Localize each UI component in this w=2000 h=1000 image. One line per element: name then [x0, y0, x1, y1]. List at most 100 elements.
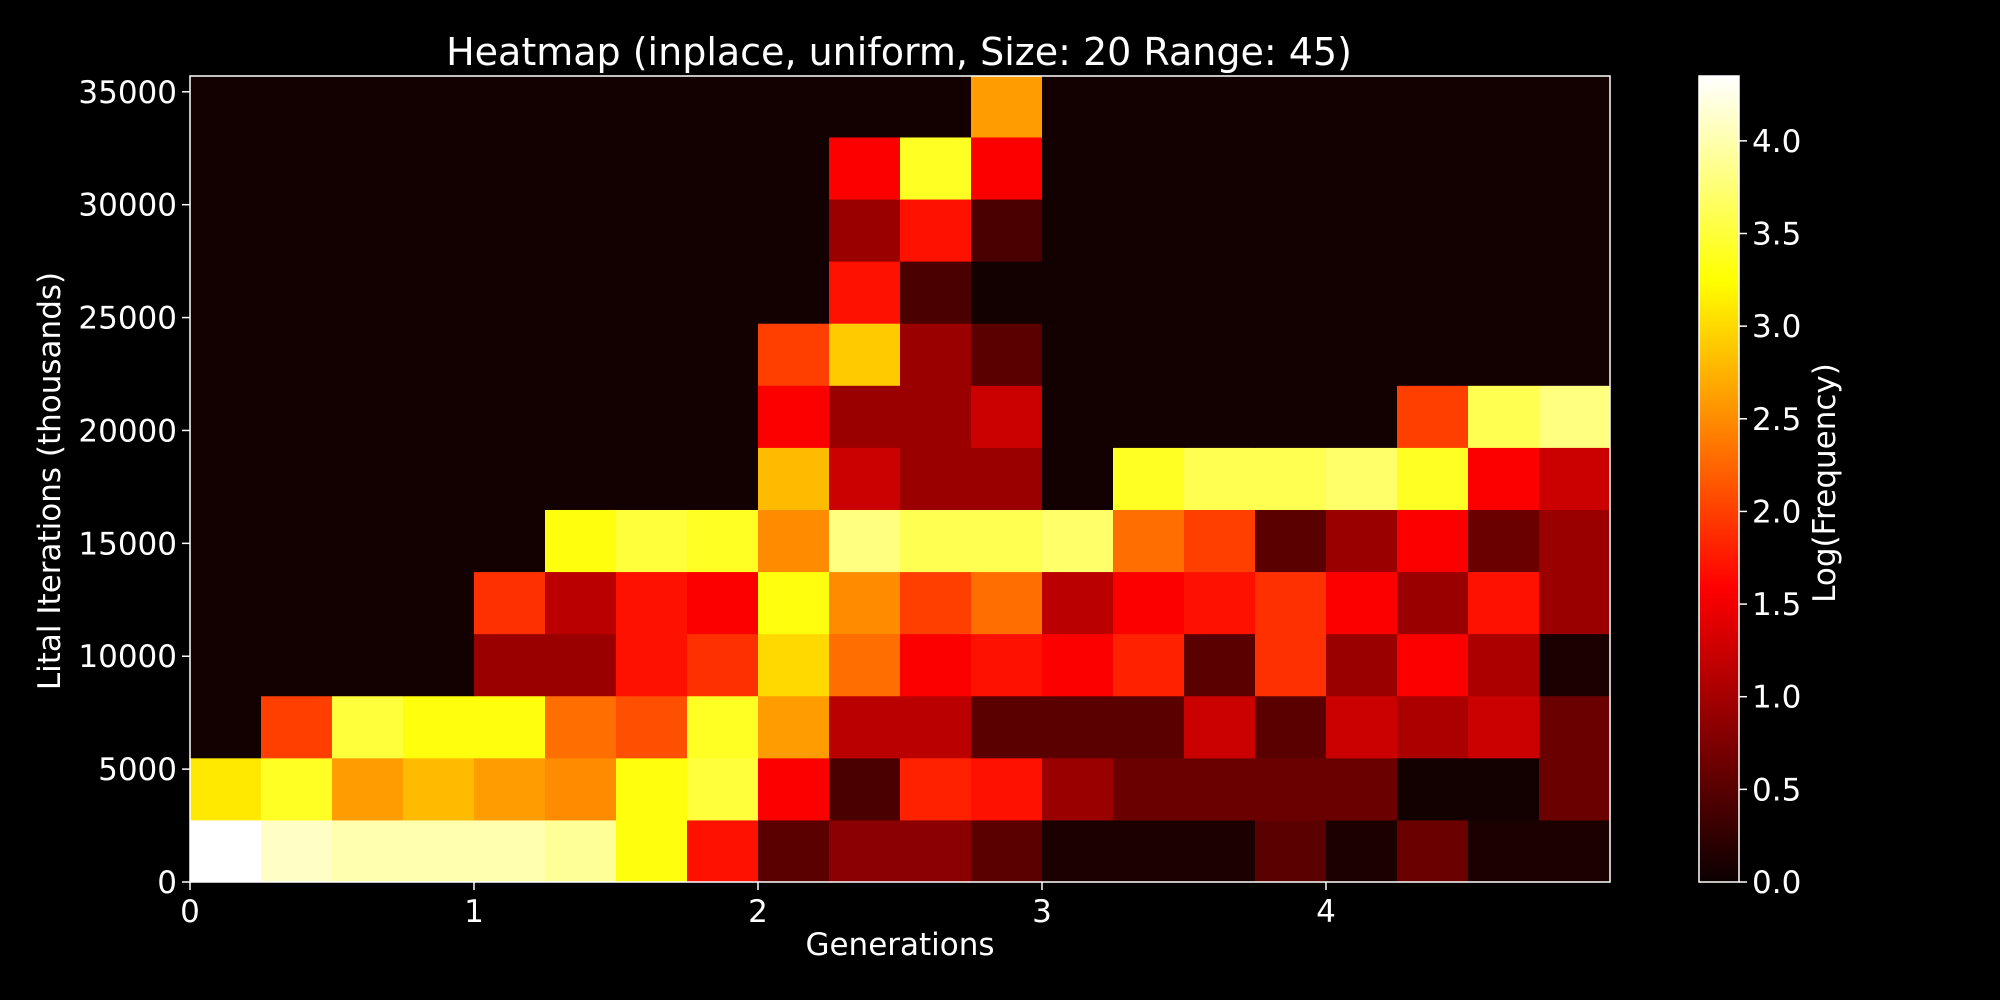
heatmap-cell — [332, 136, 404, 200]
heatmap-cell — [900, 509, 972, 573]
heatmap-cell — [900, 571, 972, 635]
heatmap-cell — [332, 757, 404, 821]
heatmap-cell — [1255, 819, 1327, 883]
heatmap-cell — [1468, 323, 1540, 386]
heatmap-cell — [332, 571, 404, 635]
heatmap-cell — [1255, 571, 1327, 635]
colorbar-tick-label: 3.0 — [1752, 309, 1801, 345]
heatmap-cell — [1255, 136, 1327, 200]
heatmap-cell — [261, 447, 333, 510]
heatmap-cell — [829, 323, 901, 386]
heatmap-cell — [474, 136, 546, 200]
heatmap-cell — [403, 571, 475, 635]
heatmap-cell — [829, 757, 901, 821]
heatmap-cell — [758, 633, 830, 697]
heatmap-cell — [971, 571, 1043, 635]
heatmap-cell — [1539, 199, 1611, 262]
heatmap-cell — [971, 447, 1043, 510]
colorbar-label: Log(Frequency) — [1807, 363, 1843, 603]
heatmap-cell — [1184, 199, 1256, 262]
heatmap-cell — [900, 385, 972, 448]
heatmap-cell — [829, 261, 901, 324]
heatmap-cell — [687, 695, 759, 759]
heatmap-cell — [616, 757, 688, 821]
heatmap-cell — [545, 819, 617, 883]
x-tick-label: 0 — [180, 894, 200, 930]
heatmap-cell — [190, 136, 262, 200]
heatmap-cell — [971, 199, 1043, 262]
heatmap-cell — [1326, 323, 1398, 386]
heatmap-cell — [1326, 136, 1398, 200]
heatmap-cell — [1326, 571, 1398, 635]
colorbar-tick-label: 0.5 — [1752, 772, 1801, 808]
heatmap-cell — [403, 447, 475, 510]
colorbar-tick-label: 4.0 — [1752, 124, 1801, 160]
heatmap-cell — [1397, 447, 1469, 510]
heatmap-cell — [1326, 819, 1398, 883]
y-tick-label: 15000 — [78, 526, 177, 562]
heatmap-cell — [332, 199, 404, 262]
heatmap-cell — [900, 76, 972, 138]
heatmap-cell — [474, 633, 546, 697]
heatmap-cell — [829, 819, 901, 883]
heatmap-cell — [900, 819, 972, 883]
heatmap-cell — [758, 757, 830, 821]
heatmap-cell — [261, 385, 333, 448]
heatmap-cell — [403, 76, 475, 138]
heatmap-cell — [1113, 571, 1185, 635]
heatmap-cell — [1113, 819, 1185, 883]
heatmap-cell — [332, 633, 404, 697]
colorbar-tick-label: 2.5 — [1752, 402, 1801, 438]
heatmap-cell — [1539, 385, 1611, 448]
heatmap-cell — [1468, 819, 1540, 883]
heatmap-cell — [261, 509, 333, 573]
heatmap-cell — [1539, 695, 1611, 759]
heatmap-cell — [1042, 261, 1114, 324]
heatmap-cell — [474, 695, 546, 759]
heatmap-cell — [474, 323, 546, 386]
heatmap-cell — [190, 509, 262, 573]
heatmap-cell — [1042, 819, 1114, 883]
heatmap-cell — [1042, 385, 1114, 448]
heatmap-cell — [1184, 509, 1256, 573]
heatmap-cell — [1042, 447, 1114, 510]
heatmap-cell — [900, 323, 972, 386]
heatmap-cell — [829, 76, 901, 138]
heatmap-cell — [190, 76, 262, 138]
heatmap-cell — [261, 136, 333, 200]
heatmap-cell — [332, 695, 404, 759]
heatmap-cell — [332, 323, 404, 386]
heatmap-cell — [474, 199, 546, 262]
heatmap-cell — [190, 633, 262, 697]
heatmap-cell — [1468, 76, 1540, 138]
heatmap-cell — [1042, 76, 1114, 138]
heatmap-cell — [829, 136, 901, 200]
heatmap-cell — [1113, 136, 1185, 200]
y-tick-label: 20000 — [78, 413, 177, 449]
heatmap-cell — [687, 323, 759, 386]
heatmap-cell — [687, 76, 759, 138]
heatmap-cell — [1397, 136, 1469, 200]
heatmap-cell — [261, 757, 333, 821]
heatmap-cell — [545, 136, 617, 200]
y-axis-label: Lital Iterations (thousands) — [32, 272, 68, 690]
heatmap-cell — [261, 261, 333, 324]
heatmap-cell — [687, 447, 759, 510]
heatmap-cell — [616, 323, 688, 386]
heatmap-cell — [1184, 447, 1256, 510]
heatmap-cell — [758, 819, 830, 883]
heatmap-cell — [261, 199, 333, 262]
colorbar-tick-label: 1.0 — [1752, 680, 1801, 716]
heatmap-cell — [1113, 695, 1185, 759]
heatmap-cell — [1397, 571, 1469, 635]
heatmap-cell — [1468, 385, 1540, 448]
heatmap-cell — [971, 261, 1043, 324]
heatmap-cell — [1397, 633, 1469, 697]
x-tick-label: 1 — [464, 894, 484, 930]
heatmap-cell — [332, 261, 404, 324]
heatmap-cell — [1184, 633, 1256, 697]
heatmap-cell — [261, 323, 333, 386]
heatmap-cell — [1539, 509, 1611, 573]
heatmap-cell — [616, 76, 688, 138]
heatmap-cell — [900, 633, 972, 697]
